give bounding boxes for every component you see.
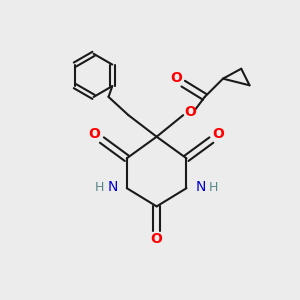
Text: H: H [95,181,104,194]
Text: O: O [170,71,182,85]
Text: O: O [151,232,163,246]
Text: O: O [184,105,196,119]
Text: O: O [89,127,100,141]
Text: N: N [195,180,206,194]
Text: H: H [209,181,218,194]
Text: N: N [108,180,118,194]
Text: O: O [213,127,225,141]
